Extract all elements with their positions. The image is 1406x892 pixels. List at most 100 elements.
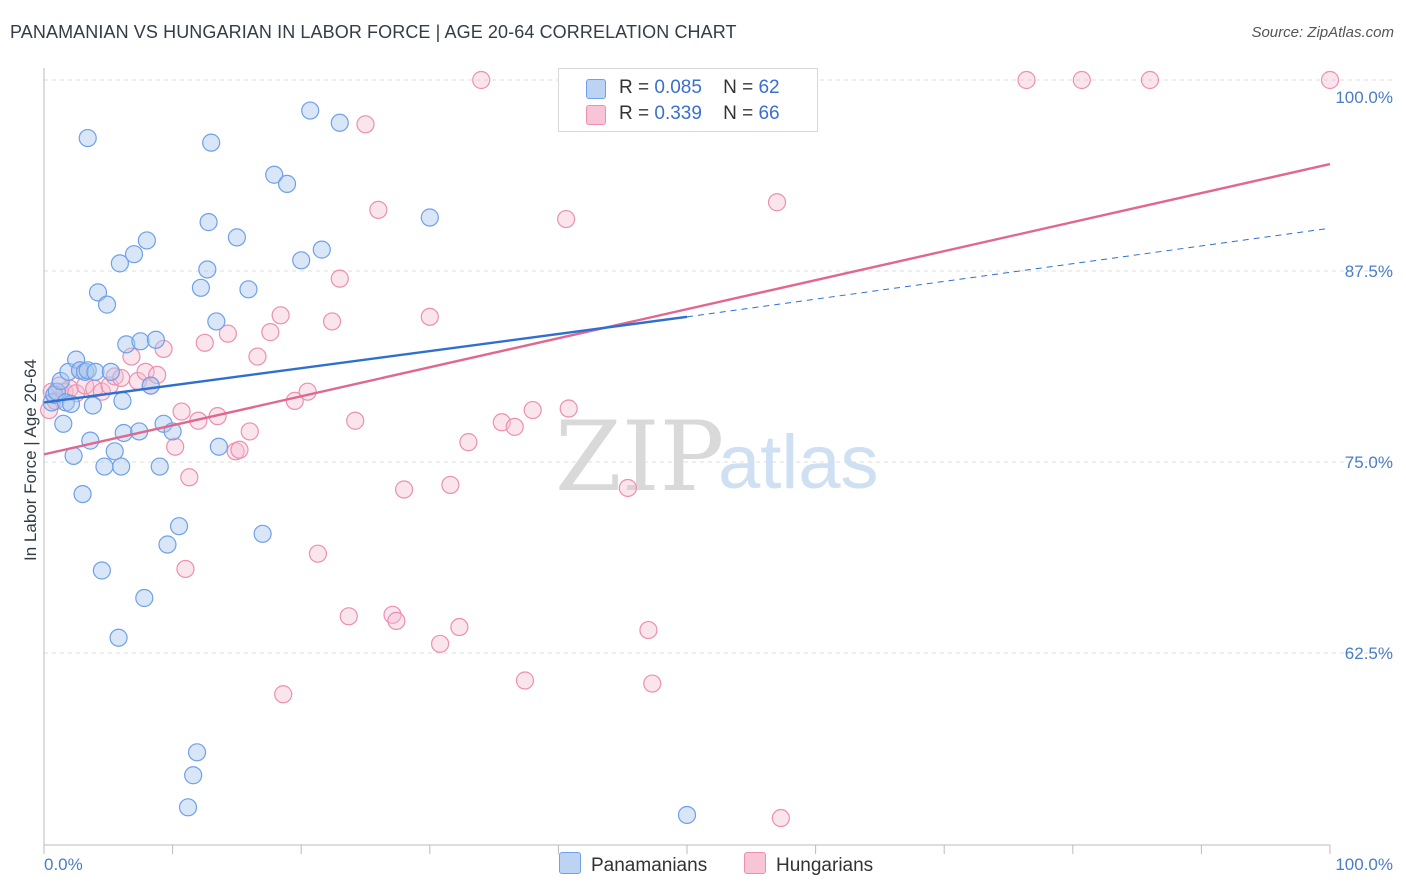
point-hungarians <box>420 307 439 326</box>
point-panamanians <box>73 484 92 504</box>
point-panamanians <box>95 457 114 476</box>
point-hungarians <box>308 544 328 563</box>
point-panamanians <box>110 254 129 273</box>
point-panamanians <box>301 101 320 120</box>
point-hungarians <box>230 440 249 459</box>
y-tick-label: 75.0% <box>1345 453 1393 472</box>
point-hungarians <box>356 115 375 134</box>
point-hungarians <box>557 209 576 229</box>
point-panamanians <box>135 588 154 608</box>
trend-line-panamanians <box>43 315 688 404</box>
point-hungarians <box>154 339 173 359</box>
legend-swatch-panamanians <box>586 79 606 99</box>
legend-r-value-panamanians: 0.085 <box>654 77 702 98</box>
point-panamanians <box>420 208 439 227</box>
point-panamanians <box>78 361 97 380</box>
point-hungarians <box>639 620 658 640</box>
point-hungarians <box>559 399 578 418</box>
axes <box>43 68 1331 854</box>
bottom-legend-hungarians: Hungarians <box>744 852 873 877</box>
point-hungarians <box>1320 70 1340 90</box>
point-panamanians <box>51 371 70 391</box>
chart-title: PANAMANIAN VS HUNGARIAN IN LABOR FORCE |… <box>10 22 737 42</box>
point-panamanians <box>199 213 218 232</box>
point-panamanians <box>81 431 100 450</box>
trend-lines <box>43 162 1331 456</box>
point-hungarians <box>523 400 542 420</box>
point-panamanians <box>178 798 198 817</box>
point-panamanians <box>113 391 132 410</box>
point-hungarians <box>450 617 469 637</box>
point-panamanians <box>78 128 97 148</box>
point-panamanians <box>169 517 189 536</box>
y-tick-label: 100.0% <box>1335 88 1393 107</box>
point-hungarians <box>148 365 167 385</box>
point-hungarians <box>515 671 535 690</box>
point-hungarians <box>271 306 290 325</box>
legend-n-label: N = <box>723 77 754 98</box>
watermark-zip: ZIP <box>555 401 724 513</box>
bottom-legend-panamanians: Panamanians <box>559 852 707 877</box>
point-panamanians <box>88 283 108 302</box>
point-hungarians <box>176 559 195 579</box>
point-hungarians <box>248 347 267 366</box>
point-panamanians <box>253 524 272 543</box>
point-panamanians <box>105 442 124 461</box>
point-panamanians <box>209 437 228 456</box>
bottom-legend-label-panamanians: Panamanians <box>591 855 708 876</box>
point-hungarians <box>298 382 317 401</box>
point-hungarians <box>369 200 388 219</box>
legend-swatch-hungarians <box>586 105 606 125</box>
point-hungarians <box>180 468 199 487</box>
point-panamanians <box>150 457 169 476</box>
legend-n-value-panamanians: 62 <box>758 77 780 98</box>
tick-labels: 62.5% 75.0% 87.5% 100.0% 0.0% 100.0% <box>44 88 1393 874</box>
point-panamanians <box>202 133 221 152</box>
point-hungarians <box>643 674 662 693</box>
point-hungarians <box>618 478 637 498</box>
trend-line-hungarians <box>43 162 1331 456</box>
point-panamanians <box>184 766 203 785</box>
point-panamanians <box>207 312 226 331</box>
legend-n-value-hungarians: 66 <box>758 103 780 124</box>
point-panamanians <box>158 535 177 554</box>
point-panamanians <box>86 362 105 381</box>
point-panamanians <box>239 280 258 299</box>
x-tick-label: 100.0% <box>1335 855 1393 874</box>
point-panamanians <box>677 805 697 825</box>
legend: R = 0.085 N = 62 R = 0.339 N = 66 <box>558 68 818 132</box>
point-panamanians <box>265 165 284 184</box>
point-hungarians <box>172 402 191 421</box>
point-panamanians <box>312 240 331 259</box>
source-label: Source: ZipAtlas.com <box>1251 24 1394 41</box>
point-hungarians <box>136 362 155 381</box>
point-hungarians <box>459 433 478 452</box>
point-hungarians <box>322 312 342 331</box>
y-tick-label: 62.5% <box>1345 644 1393 663</box>
point-hungarians <box>767 193 787 212</box>
point-panamanians <box>131 332 150 351</box>
bottom-legend-label-hungarians: Hungarians <box>776 855 874 876</box>
point-hungarians <box>505 417 524 436</box>
point-hungarians <box>394 480 414 499</box>
point-panamanians <box>101 362 120 381</box>
point-hungarians <box>330 269 349 288</box>
point-hungarians <box>1140 70 1160 90</box>
point-hungarians <box>1072 70 1091 90</box>
legend-row-hungarians: R = 0.339 N = 66 <box>559 101 817 127</box>
point-panamanians <box>97 295 117 314</box>
point-panamanians <box>227 228 246 247</box>
x-tick-label: 0.0% <box>44 855 83 874</box>
point-hungarians <box>346 411 365 430</box>
point-hungarians <box>166 437 185 456</box>
point-hungarians <box>472 70 491 90</box>
point-panamanians <box>292 251 311 270</box>
point-panamanians <box>330 113 349 132</box>
bottom-legend-swatch-panamanians <box>559 852 581 874</box>
point-hungarians <box>441 475 460 495</box>
legend-r-label: R = <box>619 77 650 98</box>
point-panamanians <box>109 628 128 647</box>
point-hungarians <box>195 333 214 352</box>
bottom-legend-swatch-hungarians <box>744 852 766 874</box>
